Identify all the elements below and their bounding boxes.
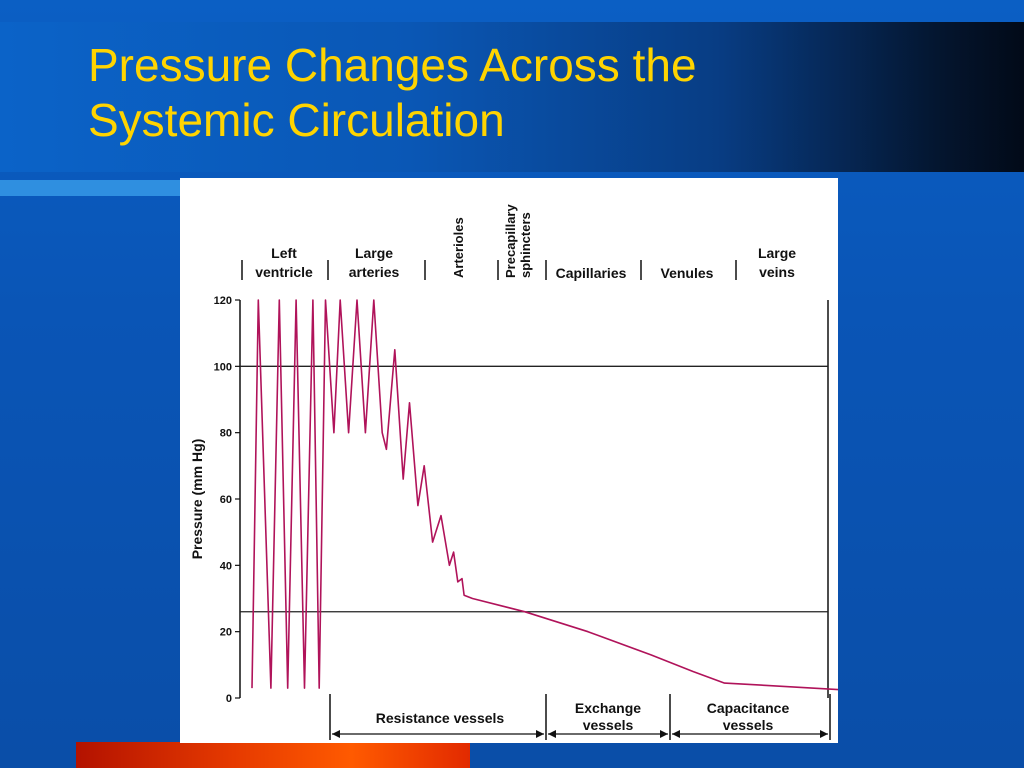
title-band (0, 22, 1024, 172)
vessel-group-label: vessels (583, 717, 634, 733)
slide-title: Pressure Changes Across the Systemic Cir… (88, 38, 988, 148)
y-tick-label: 20 (220, 627, 232, 639)
region-label: veins (759, 264, 795, 280)
region-label: Left (271, 245, 297, 261)
slide-title-line-1: Pressure Changes Across the (88, 39, 697, 91)
region-label: Precapillary (503, 204, 518, 278)
accent-bar-bottom (76, 742, 470, 768)
region-label: Capillaries (556, 265, 627, 281)
y-axis-label: Pressure (mm Hg) (189, 439, 205, 560)
vessel-group-label: vessels (723, 717, 774, 733)
group-arrowhead (660, 730, 668, 738)
group-arrowhead (672, 730, 680, 738)
pressure-curve (251, 299, 838, 691)
pressure-chart-figure: 0 20 40 60 80 100 120 Pressure (mm Hg) Left ventr… (180, 178, 838, 743)
group-arrowhead (820, 730, 828, 738)
slide-title-line-2: Systemic Circulation (88, 94, 505, 146)
vessel-group-label: Capacitance (707, 700, 790, 716)
y-tick-label: 80 (220, 428, 232, 440)
vessel-group-label: Resistance vessels (376, 710, 505, 726)
region-label: arteries (349, 264, 400, 280)
region-label: Venules (661, 265, 714, 281)
y-tick-label: 120 (214, 295, 232, 307)
region-label: sphincters (518, 212, 533, 278)
region-label: ventricle (255, 264, 313, 280)
y-tick-label: 100 (214, 361, 232, 373)
group-arrowhead (536, 730, 544, 738)
region-label: Large (355, 245, 393, 261)
group-arrowhead (332, 730, 340, 738)
vessel-group-label: Exchange (575, 700, 641, 716)
y-tick-label: 0 (226, 693, 232, 705)
accent-bar-left (0, 180, 180, 196)
pressure-chart: 0 20 40 60 80 100 120 Pressure (mm Hg) Left ventr… (189, 204, 838, 740)
group-arrowhead (548, 730, 556, 738)
region-label: Large (758, 245, 796, 261)
y-tick-label: 40 (220, 560, 232, 572)
y-tick-label: 60 (220, 494, 232, 506)
region-label: Arterioles (451, 217, 466, 278)
